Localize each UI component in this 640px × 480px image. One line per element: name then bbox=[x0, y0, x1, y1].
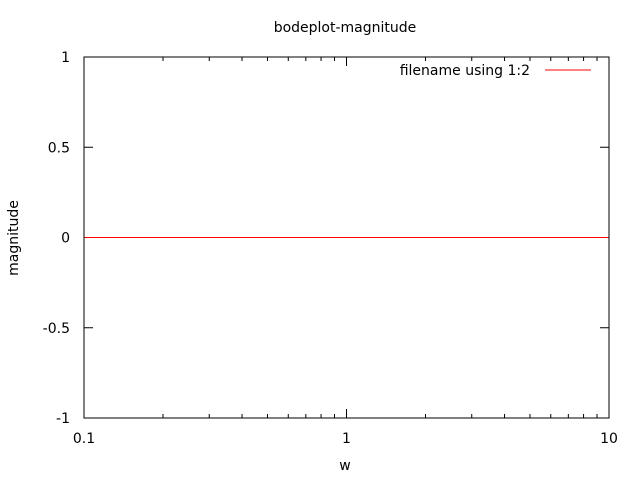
y-tick-label: 1 bbox=[61, 50, 70, 66]
legend-label-series-1: filename using 1:2 bbox=[400, 63, 530, 79]
legend: filename using 1:2 bbox=[400, 63, 591, 79]
y-tick-label: 0 bbox=[61, 231, 70, 247]
y-tick-label: 0.5 bbox=[48, 140, 70, 156]
y-axis-label: magnitude bbox=[6, 200, 22, 276]
plot-frame bbox=[83, 56, 610, 419]
x-tick-label: 10 bbox=[600, 431, 618, 447]
x-axis-label: w bbox=[339, 458, 350, 474]
x-tick-label: 1 bbox=[342, 431, 351, 447]
y-tick-label: -0.5 bbox=[43, 321, 70, 337]
y-tick-label: -1 bbox=[56, 411, 70, 427]
chart-title: bodeplot-magnitude bbox=[274, 20, 417, 36]
x-tick-label: 0.1 bbox=[73, 431, 95, 447]
tick-labels: 1 0.5 0 -0.5 -10.1 1 10 bbox=[43, 50, 618, 447]
